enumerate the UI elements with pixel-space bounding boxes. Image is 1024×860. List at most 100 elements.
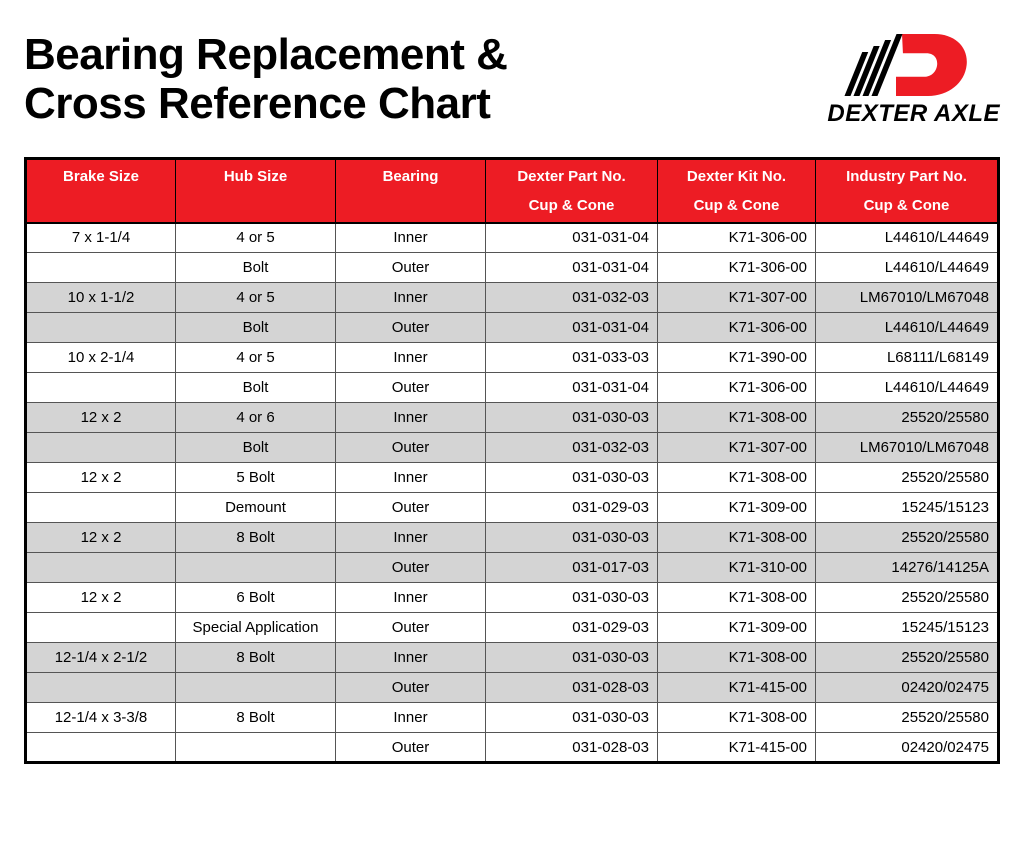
table-cell: K71-308-00: [658, 463, 816, 493]
table-cell: 031-031-04: [486, 373, 658, 403]
table-cell: [26, 673, 176, 703]
table-cell: 4 or 6: [176, 403, 336, 433]
table-cell: L68111/L68149: [816, 343, 999, 373]
table-row: BoltOuter031-031-04K71-306-00L44610/L446…: [26, 373, 999, 403]
table-row: DemountOuter031-029-03K71-309-0015245/15…: [26, 493, 999, 523]
table-cell: [26, 613, 176, 643]
table-cell: 12 x 2: [26, 583, 176, 613]
table-cell: Inner: [336, 283, 486, 313]
table-cell: Inner: [336, 343, 486, 373]
col-header-bearing: Bearing: [336, 158, 486, 191]
table-row: BoltOuter031-032-03K71-307-00LM67010/LM6…: [26, 433, 999, 463]
table-cell: L44610/L44649: [816, 373, 999, 403]
table-cell: LM67010/LM67048: [816, 433, 999, 463]
table-cell: L44610/L44649: [816, 253, 999, 283]
table-cell: 031-030-03: [486, 703, 658, 733]
table-cell: Bolt: [176, 373, 336, 403]
table-cell: LM67010/LM67048: [816, 283, 999, 313]
title-line-2: Cross Reference Chart: [24, 79, 490, 128]
table-cell: 031-029-03: [486, 493, 658, 523]
table-cell: 4 or 5: [176, 343, 336, 373]
table-cell: 02420/02475: [816, 673, 999, 703]
table-cell: [176, 733, 336, 763]
table-cell: 12-1/4 x 3-3/8: [26, 703, 176, 733]
logo-mark: [857, 34, 970, 96]
table-cell: 25520/25580: [816, 643, 999, 673]
col-header-kit: Dexter Kit No.: [658, 158, 816, 191]
table-row: 10 x 2-1/44 or 5Inner031-033-03K71-390-0…: [26, 343, 999, 373]
table-cell: K71-308-00: [658, 703, 816, 733]
table-row: Outer031-028-03K71-415-0002420/02475: [26, 733, 999, 763]
table-cell: K71-306-00: [658, 373, 816, 403]
brand-logo: DEXTER AXLE: [827, 34, 1000, 128]
table-cell: 25520/25580: [816, 463, 999, 493]
table-cell: Special Application: [176, 613, 336, 643]
table-cell: 25520/25580: [816, 583, 999, 613]
table-cell: Inner: [336, 463, 486, 493]
table-row: 12 x 24 or 6Inner031-030-03K71-308-00255…: [26, 403, 999, 433]
table-cell: K71-308-00: [658, 643, 816, 673]
table-cell: Inner: [336, 703, 486, 733]
table-cell: Inner: [336, 583, 486, 613]
table-cell: K71-306-00: [658, 253, 816, 283]
reference-table: Brake Size Hub Size Bearing Dexter Part …: [24, 157, 1000, 765]
table-cell: 031-017-03: [486, 553, 658, 583]
table-cell: Inner: [336, 523, 486, 553]
table-cell: K71-306-00: [658, 313, 816, 343]
table-cell: 031-028-03: [486, 733, 658, 763]
table-cell: 031-030-03: [486, 403, 658, 433]
table-cell: 12 x 2: [26, 463, 176, 493]
table-row: 12 x 28 BoltInner031-030-03K71-308-00255…: [26, 523, 999, 553]
table-cell: K71-390-00: [658, 343, 816, 373]
table-cell: 25520/25580: [816, 523, 999, 553]
table-cell: 031-030-03: [486, 583, 658, 613]
table-cell: K71-310-00: [658, 553, 816, 583]
col-header-brake: Brake Size: [26, 158, 176, 191]
table-row: Outer031-017-03K71-310-0014276/14125A: [26, 553, 999, 583]
table-cell: 031-031-04: [486, 253, 658, 283]
table-cell: 8 Bolt: [176, 703, 336, 733]
table-cell: 031-029-03: [486, 613, 658, 643]
table-cell: Inner: [336, 403, 486, 433]
table-cell: Bolt: [176, 313, 336, 343]
table-cell: 02420/02475: [816, 733, 999, 763]
table-cell: Bolt: [176, 253, 336, 283]
logo-d-icon: [896, 34, 970, 96]
table-cell: [26, 253, 176, 283]
table-cell: K71-309-00: [658, 613, 816, 643]
table-cell: K71-308-00: [658, 583, 816, 613]
col-sub-industry: Cup & Cone: [816, 191, 999, 223]
table-cell: [26, 433, 176, 463]
col-sub-bearing: [336, 191, 486, 223]
table-cell: 8 Bolt: [176, 523, 336, 553]
table-cell: Outer: [336, 493, 486, 523]
table-cell: 5 Bolt: [176, 463, 336, 493]
table-cell: Outer: [336, 733, 486, 763]
table-cell: Outer: [336, 313, 486, 343]
col-sub-part: Cup & Cone: [486, 191, 658, 223]
table-row: 12 x 25 BoltInner031-030-03K71-308-00255…: [26, 463, 999, 493]
table-cell: 25520/25580: [816, 403, 999, 433]
col-sub-kit: Cup & Cone: [658, 191, 816, 223]
table-cell: 14276/14125A: [816, 553, 999, 583]
table-cell: 031-032-03: [486, 283, 658, 313]
table-cell: 031-030-03: [486, 463, 658, 493]
table-cell: K71-306-00: [658, 223, 816, 253]
table-cell: 15245/15123: [816, 493, 999, 523]
table-cell: 031-033-03: [486, 343, 658, 373]
table-cell: [26, 373, 176, 403]
table-cell: [26, 733, 176, 763]
table-cell: 7 x 1-1/4: [26, 223, 176, 253]
table-cell: Outer: [336, 433, 486, 463]
table-cell: 031-028-03: [486, 673, 658, 703]
table-cell: Bolt: [176, 433, 336, 463]
table-cell: 12 x 2: [26, 403, 176, 433]
col-header-hub: Hub Size: [176, 158, 336, 191]
table-cell: Outer: [336, 613, 486, 643]
table-cell: Outer: [336, 373, 486, 403]
table-cell: K71-415-00: [658, 673, 816, 703]
table-cell: 031-032-03: [486, 433, 658, 463]
table-cell: 4 or 5: [176, 223, 336, 253]
table-row: Outer031-028-03K71-415-0002420/02475: [26, 673, 999, 703]
table-cell: 031-030-03: [486, 643, 658, 673]
